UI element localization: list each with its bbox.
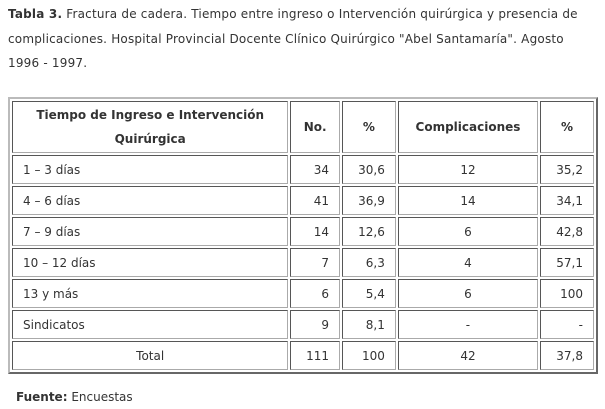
table-cell: 30,6	[342, 155, 396, 184]
table-cell: 10 – 12 días	[12, 248, 289, 277]
header-cell: No.	[290, 101, 340, 153]
table-cell: 8,1	[342, 310, 396, 339]
header-row: Tiempo de Ingreso e Intervención Quirúrg…	[12, 101, 594, 153]
table-cell: 34,1	[540, 186, 594, 215]
source-label: Fuente:	[16, 390, 68, 404]
source-text: Encuestas	[71, 390, 133, 404]
table-cell: 42,8	[540, 217, 594, 246]
header-cell: %	[342, 101, 396, 153]
caption-text: Fractura de cadera. Tiempo entre ingreso…	[8, 7, 578, 70]
table-cell: 37,8	[540, 341, 594, 370]
table-cell: Sindicatos	[12, 310, 289, 339]
table-cell: 35,2	[540, 155, 594, 184]
table: Tiempo de Ingreso e Intervención Quirúrg…	[8, 97, 598, 374]
source: Fuente: Encuestas	[16, 390, 133, 404]
table-body: 1 – 3 días 34 30,6 12 35,2 4 – 6 días 41 36,9 14…	[12, 155, 594, 370]
table-cell: 41	[290, 186, 340, 215]
table-row: 1 – 3 días 34 30,6 12 35,2	[12, 155, 594, 184]
table-row: 7 – 9 días 14 12,6 6 42,8	[12, 217, 594, 246]
caption-label: Tabla 3.	[8, 7, 63, 21]
table-cell: 6	[290, 279, 340, 308]
table-cell: 12,6	[342, 217, 396, 246]
table-cell: 111	[290, 341, 340, 370]
table-cell: 100	[540, 279, 594, 308]
table-cell: 1 – 3 días	[12, 155, 289, 184]
table-cell: 13 y más	[12, 279, 289, 308]
table-cell: 57,1	[540, 248, 594, 277]
header-cell: Complicaciones	[397, 101, 539, 153]
table-cell: 14	[397, 186, 539, 215]
table-cell: 12	[397, 155, 539, 184]
table-row: Total 111 100 42 37,8	[12, 341, 594, 370]
table-cell: 6	[397, 279, 539, 308]
table-cell: 9	[290, 310, 340, 339]
header-cell: Tiempo de Ingreso e Intervención Quirúrg…	[12, 101, 289, 153]
table-cell: 14	[290, 217, 340, 246]
table-row: 4 – 6 días 41 36,9 14 34,1	[12, 186, 594, 215]
table-cell: 6,3	[342, 248, 396, 277]
table-cell: 6	[397, 217, 539, 246]
table-cell: 4	[397, 248, 539, 277]
table-cell: 7 – 9 días	[12, 217, 289, 246]
table-cell: -	[540, 310, 594, 339]
table-cell: -	[397, 310, 539, 339]
table-cell: 5,4	[342, 279, 396, 308]
header-cell: %	[540, 101, 594, 153]
table-cell: Total	[12, 341, 289, 370]
table-row: 10 – 12 días 7 6,3 4 57,1	[12, 248, 594, 277]
table-row: Sindicatos 9 8,1- -	[12, 310, 594, 339]
table-cell: 100	[342, 341, 396, 370]
caption: Tabla 3. Fractura de cadera. Tiempo entr…	[8, 2, 598, 76]
table-row: 13 y más 6 5,4 6 100	[12, 279, 594, 308]
table-cell: 36,9	[342, 186, 396, 215]
table-cell: 4 – 6 días	[12, 186, 289, 215]
table-cell: 42	[397, 341, 539, 370]
table-cell: 34	[290, 155, 340, 184]
table-cell: 7	[290, 248, 340, 277]
